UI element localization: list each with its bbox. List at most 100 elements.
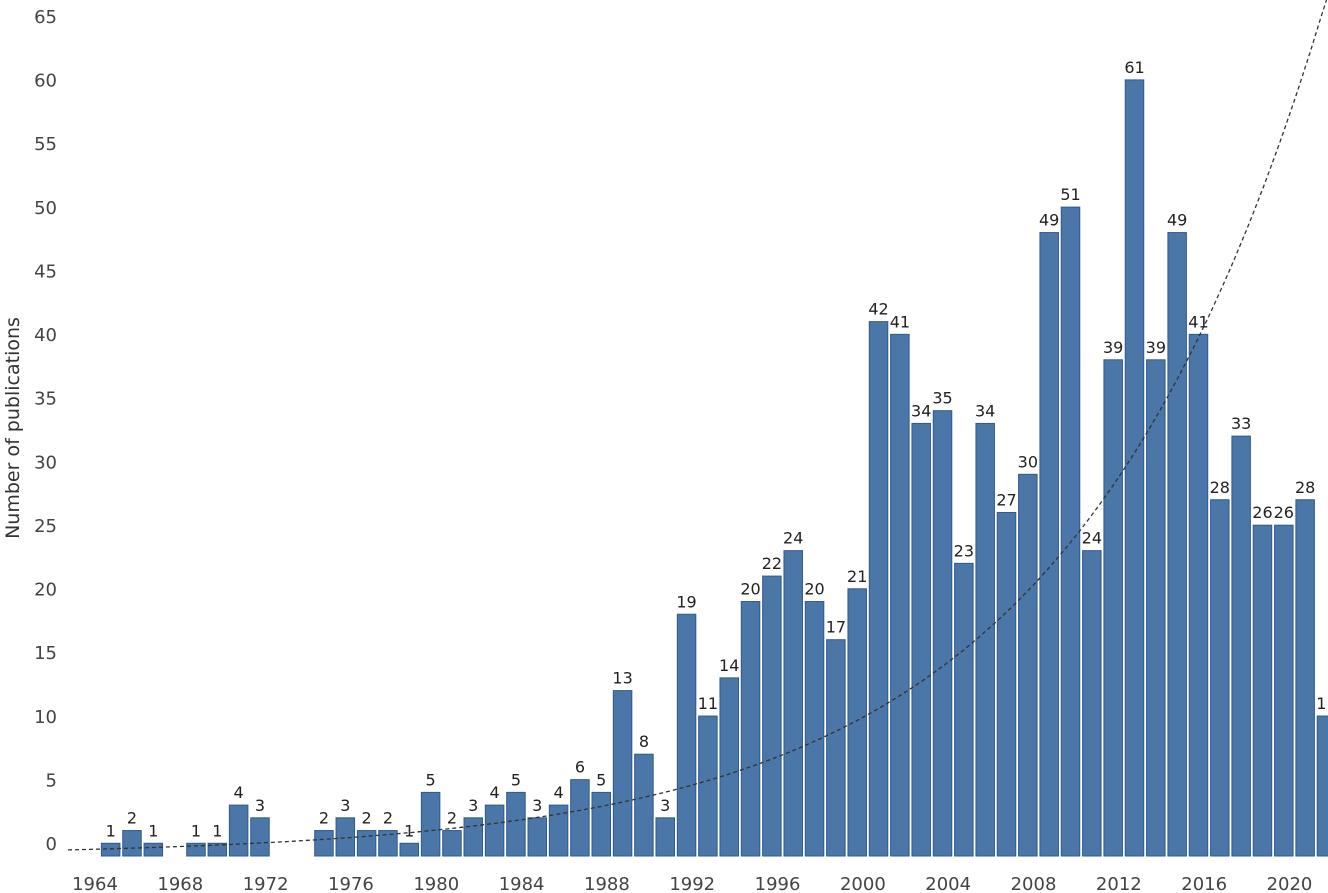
bar — [954, 562, 974, 857]
x-tick-label: 1992 — [669, 874, 715, 893]
data-label: 1 — [212, 821, 222, 840]
y-axis-label: Number of publications — [2, 317, 24, 539]
data-label: 51 — [1060, 185, 1080, 204]
y-tick-label: 55 — [34, 134, 57, 155]
data-label: 2 — [362, 809, 372, 828]
bar — [1060, 206, 1081, 857]
x-tick-label: 2020 — [1267, 874, 1313, 893]
data-label: 42 — [868, 300, 888, 319]
data-label: 13 — [612, 669, 632, 688]
x-tick-label: 2004 — [925, 874, 971, 893]
data-label: 34 — [911, 401, 931, 420]
bar — [463, 817, 484, 857]
y-tick-label: 45 — [34, 261, 57, 282]
x-tick-label: 1964 — [72, 874, 118, 893]
data-label: 11 — [698, 694, 718, 713]
data-label: 1 — [106, 821, 116, 840]
bar — [100, 842, 121, 857]
data-label: 2 — [127, 809, 137, 828]
y-axis-title: Number of publications — [2, 317, 24, 539]
trendline — [67, 0, 1328, 851]
bar — [527, 817, 548, 857]
bar — [207, 842, 228, 857]
data-label: 20 — [804, 580, 824, 599]
bar — [1231, 435, 1251, 857]
bar — [591, 791, 611, 857]
bar — [655, 817, 675, 857]
x-tick-label: 1996 — [755, 874, 801, 893]
y-tick-label: 15 — [34, 643, 57, 664]
data-label: 24 — [783, 529, 803, 548]
data-label: 28 — [1210, 478, 1230, 497]
bar — [378, 830, 398, 857]
data-label: 3 — [468, 796, 478, 815]
data-label: 61 — [1124, 58, 1144, 77]
bar — [890, 333, 910, 857]
x-axis-ticks: 1964 1968 1972 1976 1980 1984 1988 1992 1996 2000… — [72, 874, 1312, 893]
bar — [228, 804, 249, 857]
x-tick-label: 2008 — [1011, 874, 1057, 893]
data-label: 20 — [740, 580, 760, 599]
bar — [1188, 333, 1209, 857]
data-label: 41 — [890, 312, 910, 331]
x-tick-label: 1976 — [328, 874, 374, 893]
x-tick-label: 1980 — [413, 874, 459, 893]
y-tick-label: 65 — [34, 7, 57, 28]
bar — [740, 601, 761, 857]
data-label: 49 — [1039, 211, 1059, 230]
bar — [356, 830, 377, 857]
bar — [804, 601, 825, 857]
data-label: 2 — [383, 809, 393, 828]
data-label: 11 — [1316, 694, 1328, 713]
bar — [996, 511, 1017, 857]
data-label: 34 — [975, 401, 995, 420]
bar — [1039, 232, 1059, 857]
data-label: 39 — [1103, 338, 1123, 357]
data-label: 30 — [1018, 452, 1038, 471]
bar — [1124, 79, 1145, 857]
data-label: 39 — [1146, 338, 1166, 357]
bar — [335, 817, 356, 857]
data-label: 4 — [553, 783, 563, 802]
bar — [484, 804, 505, 857]
data-label: 33 — [1231, 414, 1251, 433]
bar — [634, 753, 654, 857]
data-label: 5 — [596, 770, 606, 789]
data-label: 23 — [954, 541, 974, 560]
data-label: 3 — [660, 796, 670, 815]
bar — [442, 830, 462, 857]
data-label: 8 — [639, 732, 649, 751]
data-label: 19 — [676, 592, 696, 611]
y-tick-label: 40 — [34, 325, 57, 346]
bar — [1252, 524, 1273, 857]
bar — [975, 422, 995, 857]
bar — [1316, 715, 1328, 857]
bar — [548, 804, 569, 857]
data-label: 22 — [762, 554, 782, 573]
data-label: 2 — [319, 809, 329, 828]
bar — [122, 830, 142, 857]
data-label: 4 — [234, 783, 244, 802]
data-label: 5 — [511, 770, 521, 789]
data-label: 17 — [826, 618, 846, 637]
bar — [250, 817, 270, 857]
bar — [698, 715, 718, 857]
data-label: 3 — [340, 796, 350, 815]
data-label: 49 — [1167, 211, 1187, 230]
bar — [932, 410, 953, 857]
x-tick-label: 1972 — [243, 874, 289, 893]
bar — [1210, 499, 1230, 857]
bar — [783, 550, 803, 857]
x-tick-label: 1984 — [499, 874, 545, 893]
trendline-group — [67, 0, 1328, 851]
bar — [612, 690, 633, 857]
bar — [420, 791, 441, 857]
bar — [1146, 359, 1166, 857]
bar — [1018, 473, 1038, 857]
bar — [1103, 359, 1123, 857]
data-label: 2 — [447, 809, 457, 828]
data-label: 3 — [532, 796, 542, 815]
data-label: 6 — [575, 758, 585, 777]
y-tick-label: 30 — [34, 452, 57, 473]
y-tick-label: 10 — [34, 707, 57, 728]
